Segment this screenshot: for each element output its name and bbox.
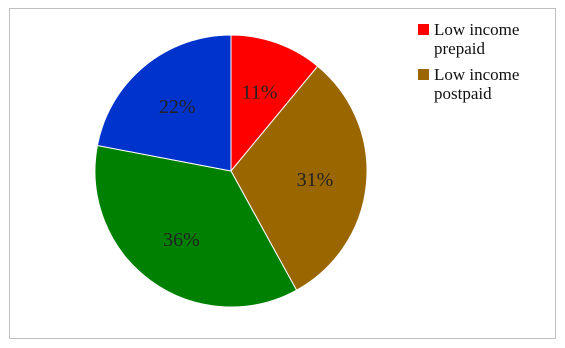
- chart-frame: 11% 31% 36% 22% Low income prepaid Low inco…: [9, 8, 556, 339]
- legend-label: Low income postpaid: [434, 65, 520, 103]
- pie-slices: [94, 34, 368, 308]
- legend-item-low-income-prepaid: Low income prepaid: [418, 20, 558, 58]
- legend-item-low-income-postpaid: Low income postpaid: [418, 65, 558, 103]
- pie-slice-2: [230, 65, 368, 291]
- data-label-3: 36%: [163, 229, 200, 251]
- legend: Low income prepaid Low income postpaid: [418, 20, 558, 110]
- data-label-2: 31%: [297, 169, 334, 191]
- data-label-4: 22%: [159, 96, 196, 118]
- legend-swatch: [418, 69, 429, 80]
- pie-slice-4: [96, 34, 232, 172]
- legend-label: Low income prepaid: [434, 20, 520, 58]
- legend-swatch: [418, 24, 429, 35]
- pie-data-labels: 11% 31% 36% 22%: [159, 82, 333, 252]
- data-label-1: 11%: [242, 82, 278, 104]
- pie-slice-1: [230, 34, 319, 173]
- pie-chart: 11% 31% 36% 22%: [94, 34, 368, 308]
- pie-slice-3: [94, 144, 298, 308]
